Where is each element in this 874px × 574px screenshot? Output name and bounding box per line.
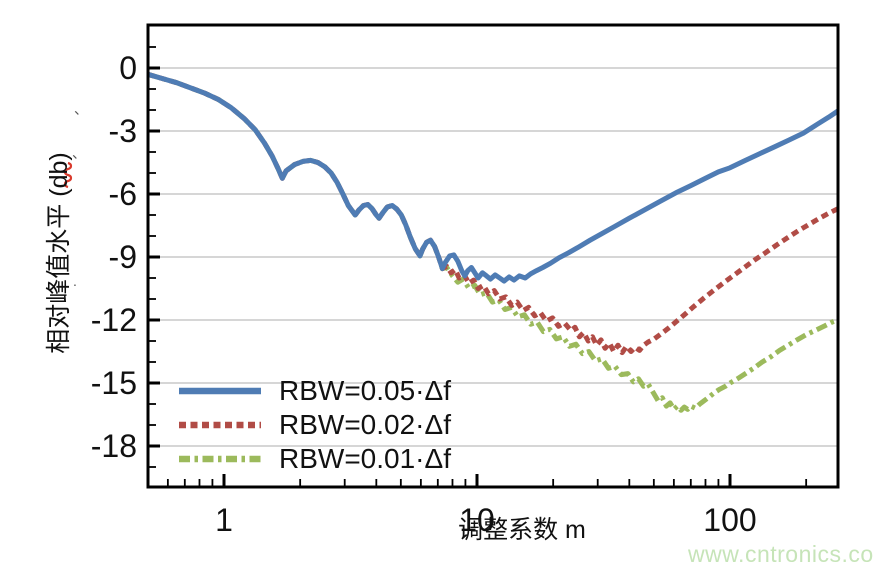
- y-tick-label: -6: [109, 176, 137, 212]
- stray-mark: .: [73, 273, 77, 289]
- legend-line-sample-icon: [179, 421, 261, 429]
- x-tick-label: 1: [215, 502, 233, 538]
- y-tick-label: -12: [91, 302, 137, 338]
- legend-line-sample-icon: [179, 387, 261, 395]
- y-tick-label: 0: [119, 50, 137, 86]
- x-tick-label: 100: [703, 502, 756, 538]
- y-tick-label: -9: [109, 239, 137, 275]
- stray-mark: 、: [72, 145, 86, 161]
- y-tick-label: -3: [109, 113, 137, 149]
- stray-mark: 、: [74, 101, 88, 117]
- legend-item: RBW=0.02·Δf: [178, 408, 451, 442]
- legend-label: RBW=0.05·Δf: [279, 375, 451, 406]
- legend-item: RBW=0.01·Δf: [178, 442, 451, 476]
- series-line-0.05: [148, 71, 838, 284]
- legend-label: RBW=0.02·Δf: [279, 409, 451, 440]
- y-tick-label: -18: [91, 428, 137, 464]
- y-axis-title: 相对峰值水平 (db): [45, 152, 73, 354]
- legend-line-sample-icon: [179, 455, 261, 463]
- spellcheck-squiggle-icon: [63, 161, 73, 189]
- watermark-text: www.cntronics.com: [688, 541, 874, 567]
- gridlines: [148, 67, 838, 447]
- tick-labels: 0 -3 -6 -9 -12 -15 -18 1 10 100: [91, 50, 757, 538]
- legend-label: RBW=0.01·Δf: [279, 443, 451, 474]
- x-axis-title: 调整系数 m: [458, 516, 586, 544]
- series-line-0.01: [148, 71, 838, 413]
- series-line-0.02: [148, 71, 838, 356]
- y-tick-label: -15: [91, 365, 137, 401]
- legend-item: RBW=0.05·Δf: [178, 374, 451, 408]
- x-tick-label: 10: [459, 502, 495, 538]
- ticks: [148, 46, 808, 487]
- legend: RBW=0.05·Δf RBW=0.02·Δf RBW=0.01·Δf: [178, 374, 451, 476]
- curves: [148, 71, 838, 413]
